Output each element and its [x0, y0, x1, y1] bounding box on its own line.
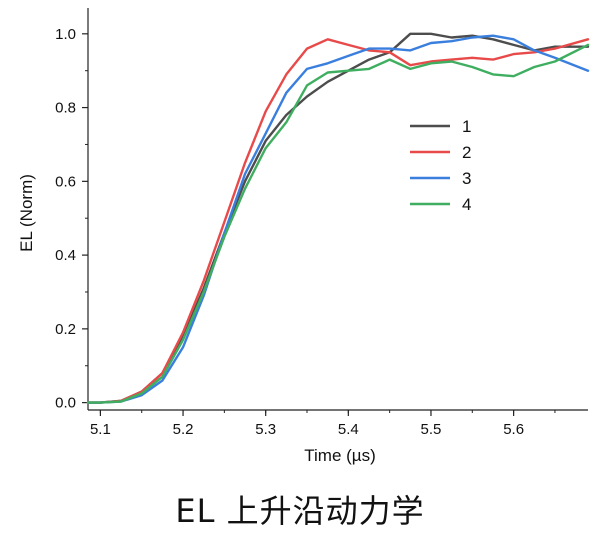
series-line-2	[86, 38, 590, 404]
x-axis-label: Time (µs)	[304, 446, 376, 465]
y-axis-label: EL (Norm)	[17, 174, 36, 252]
y-tick-label: 0.0	[55, 395, 76, 412]
series-line-4	[86, 43, 590, 404]
y-tick-label: 0.4	[55, 247, 76, 264]
legend-label-3: 3	[462, 169, 471, 188]
legend-label-4: 4	[462, 195, 471, 214]
y-tick-label: 0.2	[55, 321, 76, 338]
y-tick-label: 0.6	[55, 173, 76, 190]
line-chart: 5.1 5.2 5.3 5.4 5.5 5.6 0.0 0.2 0.4 0.6 0.8 1.0 1 2 3 4…	[17, 8, 590, 465]
x-tick-label: 5.4	[338, 421, 359, 438]
series-line-1	[86, 32, 590, 404]
x-tick-label: 5.2	[173, 421, 194, 438]
x-tick-label: 5.6	[503, 421, 524, 438]
x-tick-label: 5.5	[421, 421, 442, 438]
series-line-3	[86, 34, 590, 404]
x-tick-label: 5.1	[90, 421, 111, 438]
x-tick-label: 5.3	[255, 421, 276, 438]
figure-caption: EL 上升沿动力学	[175, 492, 425, 530]
y-tick-label: 0.8	[55, 100, 76, 117]
y-tick-label: 1.0	[55, 26, 76, 43]
legend-label-1: 1	[462, 117, 471, 136]
legend-label-2: 2	[462, 143, 471, 162]
